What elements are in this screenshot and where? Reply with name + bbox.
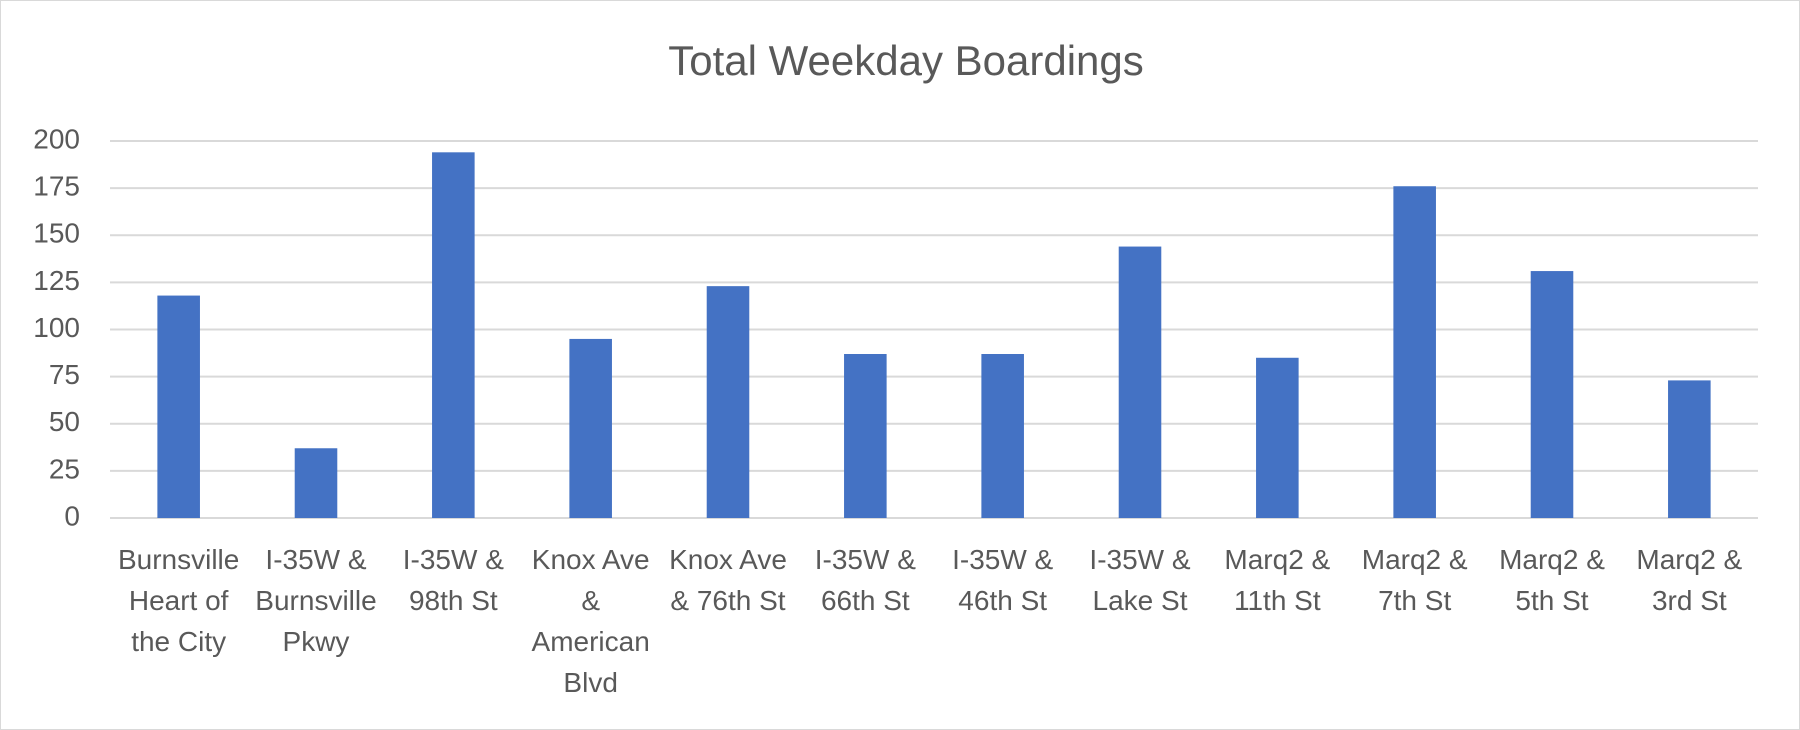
y-tick-label: 100	[33, 312, 80, 343]
bar	[1393, 186, 1436, 519]
x-tick-label: Marq2 & 11th St	[1224, 544, 1331, 616]
bar	[157, 295, 200, 518]
bar	[294, 448, 338, 518]
y-tick-label: 175	[33, 171, 80, 202]
bar	[844, 354, 887, 518]
x-tick-label: Marq2 & 7th St	[1361, 544, 1468, 616]
y-tick-label: 75	[49, 359, 80, 390]
x-tick-label: I-35W & 66th St	[814, 544, 916, 616]
y-tick-label: 125	[33, 265, 80, 296]
x-tick-label: I-35W & 98th St	[402, 544, 504, 616]
y-tick-label: 50	[49, 406, 80, 437]
bar	[981, 354, 1024, 518]
bar	[1118, 246, 1162, 518]
x-tick-label: I-35W & Lake St	[1089, 544, 1191, 616]
bar	[1256, 357, 1299, 518]
y-tick-label: 0	[64, 500, 80, 531]
chart-title: Total Weekday Boardings	[668, 37, 1144, 84]
x-tick-label: I-35W & Burnsville Pkwy	[255, 544, 377, 657]
y-tick-label: 200	[33, 123, 80, 154]
y-tick-label: 25	[49, 453, 80, 484]
x-tick-label: Burnsville Heart of the City	[117, 544, 240, 657]
x-tick-label: Knox Ave & 76th St	[669, 544, 787, 616]
x-tick-label: Marq2 & 3rd St	[1636, 544, 1743, 616]
bar	[1668, 380, 1711, 518]
bar	[1530, 271, 1574, 518]
x-tick-label: Marq2 & 5th St	[1499, 544, 1605, 616]
x-tick-label: I-35W & 46th St	[952, 544, 1054, 616]
bar	[706, 286, 750, 518]
x-tick-label: Knox Ave & American Blvd	[531, 544, 650, 698]
bar	[432, 152, 475, 518]
bar	[569, 338, 612, 518]
y-tick-label: 150	[33, 218, 80, 249]
